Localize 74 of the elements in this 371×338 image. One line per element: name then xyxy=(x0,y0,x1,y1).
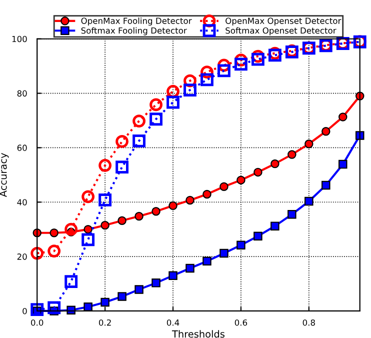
point xyxy=(48,301,61,314)
point xyxy=(150,112,162,126)
y-tick-label: 40 xyxy=(17,199,27,206)
point xyxy=(64,275,78,288)
point xyxy=(322,127,330,136)
point xyxy=(186,264,194,273)
y-tick-label: 60 xyxy=(17,144,27,151)
legend-label: OpenMax Openset Detector xyxy=(226,18,342,26)
point xyxy=(84,302,92,312)
point xyxy=(134,212,144,221)
point xyxy=(251,52,264,66)
point xyxy=(186,196,194,205)
point xyxy=(304,140,314,148)
point xyxy=(220,182,228,191)
point xyxy=(98,193,112,206)
point xyxy=(132,114,146,128)
point xyxy=(218,64,230,78)
point xyxy=(202,190,212,199)
legend-label: Softmax Fooling Detector xyxy=(81,27,187,36)
x-tick-label: 0.2 xyxy=(98,319,111,326)
x-tick-label: 0.8 xyxy=(302,319,315,326)
y-tick-label: 0 xyxy=(22,308,27,314)
point xyxy=(116,160,128,174)
y-tick-label: 100 xyxy=(12,36,27,42)
point xyxy=(64,222,78,236)
x-tick-label: 0.6 xyxy=(234,319,248,326)
y-tick-label: 20 xyxy=(17,254,27,260)
point xyxy=(82,233,95,246)
point xyxy=(168,271,178,280)
point xyxy=(202,256,212,266)
point xyxy=(338,112,348,122)
legend-label: OpenMax Fooling Detector xyxy=(81,17,192,26)
x-axis-title: Thresholds xyxy=(172,330,224,338)
point xyxy=(184,84,196,96)
point xyxy=(132,134,146,148)
point xyxy=(304,196,314,206)
point xyxy=(100,220,110,230)
point xyxy=(355,131,364,140)
point xyxy=(288,210,296,219)
point xyxy=(150,98,162,112)
point xyxy=(84,224,92,234)
point xyxy=(288,150,296,159)
point xyxy=(270,159,280,168)
point xyxy=(100,298,110,307)
point xyxy=(168,201,178,210)
point xyxy=(200,73,214,86)
point xyxy=(82,190,95,204)
point xyxy=(134,285,144,294)
point xyxy=(236,240,246,250)
x-tick-label: 0.0 xyxy=(31,319,44,326)
legend-label: Softmax Openset Detector xyxy=(226,27,336,36)
point xyxy=(48,244,61,258)
point xyxy=(116,134,128,148)
x-tick-label: 0.4 xyxy=(166,319,180,326)
point xyxy=(50,228,58,238)
point xyxy=(254,168,262,177)
point xyxy=(166,96,180,109)
point xyxy=(270,222,280,230)
y-tick-label: 80 xyxy=(17,90,27,97)
point xyxy=(338,160,348,169)
point xyxy=(234,58,248,71)
point xyxy=(152,207,160,216)
point xyxy=(322,180,330,190)
point xyxy=(152,278,160,288)
point xyxy=(236,176,246,184)
point xyxy=(98,158,112,172)
point xyxy=(66,306,76,315)
point xyxy=(220,248,228,258)
point xyxy=(254,232,262,241)
y-axis-title: Accuracy xyxy=(0,153,9,198)
point xyxy=(30,303,44,316)
point xyxy=(118,216,126,225)
point xyxy=(30,246,44,260)
point xyxy=(118,292,126,301)
